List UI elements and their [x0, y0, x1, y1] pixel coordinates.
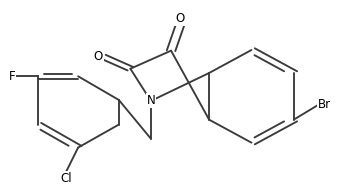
Text: N: N — [147, 94, 155, 107]
Text: Br: Br — [318, 98, 332, 111]
Text: Cl: Cl — [60, 172, 72, 185]
Text: F: F — [9, 70, 15, 83]
Text: O: O — [94, 50, 103, 63]
Text: O: O — [175, 12, 185, 25]
